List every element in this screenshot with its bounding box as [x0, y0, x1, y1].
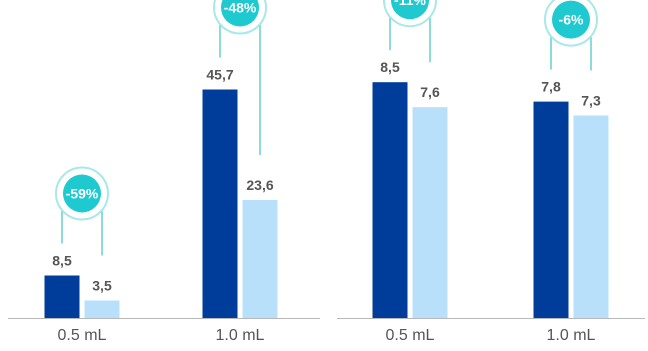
chart-1-badge-1 — [63, 174, 101, 213]
chart-2-bar-a-2 — [533, 101, 569, 318]
chart-2-bar-b-1 — [412, 107, 448, 319]
chart-1-badge-label-1: -59% — [66, 186, 99, 202]
chart-2-badge-1 — [391, 0, 429, 20]
chart-1-badge-label-2: -48% — [224, 0, 257, 16]
chart-2-badge-2 — [552, 0, 590, 39]
chart-1-data-label-a-2: 45,7 — [206, 67, 233, 83]
chart-1-bracket-2 — [219, 0, 261, 155]
chart-2-badge-label-2: -6% — [559, 12, 584, 28]
chart-1-data-label-a-1: 8,5 — [52, 253, 72, 269]
chart-2-data-label-a-1: 8,5 — [380, 59, 400, 75]
chart-2-bar-b-2 — [573, 115, 609, 318]
chart-1-bar-b-2 — [242, 200, 278, 318]
chart-2-bar-a-1 — [372, 82, 408, 319]
chart-1-category-label-2: 1.0 mL — [216, 327, 265, 344]
chart-2-data-label-a-2: 7,8 — [541, 79, 561, 95]
chart-2-category-label-1: 0.5 mL — [386, 327, 435, 344]
chart-1-category-label-1: 0.5 mL — [58, 327, 107, 344]
chart-2-data-label-b-1: 7,6 — [420, 84, 440, 100]
chart-2-badge-label-1: -11% — [394, 0, 426, 8]
chart-1-bar-b-1 — [84, 300, 120, 318]
chart-1-bar-a-2 — [202, 89, 238, 318]
chart-1-badge-2 — [221, 0, 259, 27]
chart-1-data-label-b-1: 3,5 — [92, 278, 112, 294]
chart-2-bracket-1 — [389, 0, 431, 63]
chart-2-data-label-b-2: 7,3 — [581, 92, 601, 108]
chart-1-data-label-b-2: 23,6 — [246, 177, 273, 193]
chart-1-bar-a-1 — [44, 275, 80, 318]
chart-2-category-label-2: 1.0 mL — [547, 327, 596, 344]
